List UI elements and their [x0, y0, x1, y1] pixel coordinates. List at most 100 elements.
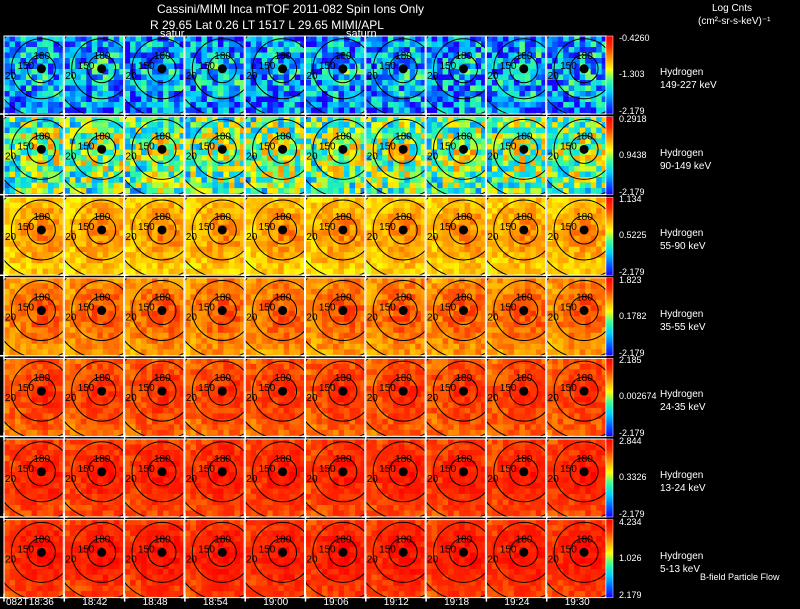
- flux-cell: [190, 230, 197, 236]
- flux-cell: [360, 177, 365, 183]
- flux-cell: [294, 138, 301, 145]
- flux-cell: [360, 133, 365, 139]
- flux-cell: [475, 91, 482, 97]
- flux-cell: [113, 63, 120, 70]
- flux-cell: [579, 107, 586, 114]
- flux-cell: [130, 197, 136, 203]
- flux-cell: [179, 155, 184, 161]
- flux-cell: [64, 230, 71, 236]
- flux-cell: [250, 241, 257, 247]
- flux-cell: [344, 219, 350, 225]
- flux-cell: [502, 80, 509, 86]
- flux-cell: [327, 246, 334, 253]
- flux-cell: [300, 107, 305, 114]
- flux-cell: [409, 80, 416, 86]
- flux-cell: [409, 252, 416, 258]
- flux-cell: [486, 144, 493, 150]
- flux-cell: [91, 52, 98, 59]
- flux-cell: [541, 182, 546, 189]
- flux-cell: [355, 202, 361, 209]
- flux-cell: [448, 219, 454, 225]
- flux-cell: [37, 268, 43, 275]
- flux-cell: [508, 47, 515, 53]
- flux-cell: [371, 69, 378, 75]
- flux-cell: [190, 69, 197, 75]
- flux-cell: [546, 166, 553, 172]
- flux-cell: [59, 144, 64, 150]
- flux-cell: [152, 41, 158, 48]
- flux-cell: [195, 241, 202, 247]
- flux-cell: [437, 263, 443, 269]
- flux-cell: [316, 133, 323, 139]
- flux-cell: [239, 85, 245, 92]
- flux-cell: [152, 47, 158, 53]
- flux-cell: [327, 160, 334, 167]
- flux-cell: [184, 224, 191, 231]
- flux-cell: [86, 69, 93, 75]
- flux-cell: [344, 127, 350, 134]
- flux-cell: [420, 219, 426, 225]
- flux-cell: [157, 107, 164, 114]
- flux-cell: [195, 69, 202, 75]
- flux-cell: [256, 74, 262, 81]
- flux-cell: [431, 208, 438, 214]
- flux-cell: [426, 160, 432, 167]
- flux-cell: [179, 171, 184, 178]
- flux-cell: [289, 219, 295, 225]
- flux-cell: [415, 36, 422, 42]
- flux-cell: [305, 160, 312, 167]
- flux-cell: [184, 263, 191, 269]
- flux-cell: [250, 52, 257, 59]
- flux-cell: [563, 91, 569, 97]
- flux-cell: [442, 102, 449, 108]
- flux-cell: [316, 182, 323, 189]
- flux-cell: [141, 107, 147, 114]
- flux-cell: [135, 52, 142, 59]
- flux-cell: [464, 241, 471, 247]
- flux-cell: [108, 122, 115, 128]
- flux-cell: [535, 63, 542, 70]
- flux-cell: [387, 219, 394, 225]
- flux-cell: [283, 166, 290, 172]
- flux-cell: [64, 122, 71, 128]
- flux-cell: [398, 182, 405, 189]
- flux-cell: [206, 116, 213, 123]
- flux-cell: [365, 268, 372, 275]
- flux-cell: [574, 52, 580, 59]
- flux-cell: [486, 96, 493, 103]
- flux-cell: [502, 188, 509, 194]
- flux-cell: [239, 116, 245, 123]
- spectrogram-tile: 18015012090: [241, 196, 305, 280]
- flux-cell: [102, 41, 109, 48]
- flux-cell: [519, 177, 526, 183]
- flux-cell: [568, 166, 575, 172]
- flux-cell: [228, 41, 235, 48]
- flux-cell: [349, 47, 356, 53]
- flux-cell: [365, 171, 372, 178]
- flux-cell: [470, 246, 476, 253]
- flux-cell: [31, 219, 38, 225]
- flux-cell: [26, 138, 32, 145]
- flux-cell: [245, 252, 251, 258]
- spectrogram-tile: 18015012090: [422, 196, 486, 280]
- flux-cell: [190, 96, 197, 103]
- spectrogram-tile: 18015012090: [241, 35, 305, 118]
- flux-cell: [223, 155, 230, 161]
- flux-cell: [415, 155, 422, 161]
- flux-cell: [212, 138, 219, 145]
- flux-cell: [267, 268, 273, 275]
- flux-cell: [108, 74, 115, 81]
- flux-cell: [9, 52, 16, 59]
- flux-cell: [426, 116, 432, 123]
- flux-cell: [184, 197, 191, 203]
- flux-cell: [53, 127, 60, 134]
- flux-cell: [217, 52, 224, 59]
- flux-cell: [141, 47, 147, 53]
- contour-label: 180: [214, 212, 231, 223]
- contour-label: 150: [259, 141, 276, 152]
- flux-cell: [524, 171, 531, 178]
- flux-cell: [223, 85, 230, 92]
- flux-cell: [223, 252, 230, 258]
- flux-cell: [415, 80, 422, 86]
- flux-cell: [86, 96, 93, 103]
